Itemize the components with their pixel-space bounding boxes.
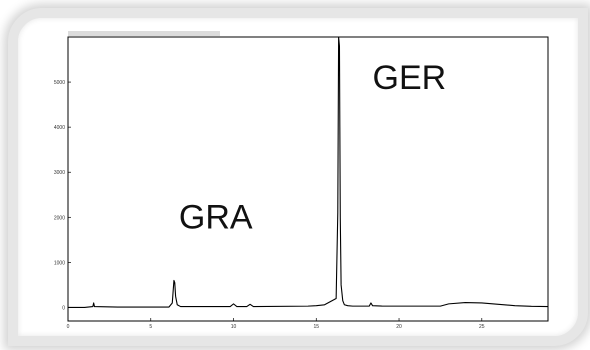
y-tick-label: 2000 xyxy=(54,215,65,221)
x-tick-label: 15 xyxy=(313,324,319,330)
series-line-0 xyxy=(68,36,549,309)
peak-annotation-ger: GER xyxy=(373,59,447,97)
x-tick-label: 5 xyxy=(149,324,152,330)
x-tick-label: 25 xyxy=(479,324,485,330)
x-tick-label: 0 xyxy=(67,324,70,330)
peak-annotation-gra: GRA xyxy=(179,199,253,237)
x-tick-label: 20 xyxy=(396,324,402,330)
plot-area xyxy=(67,36,549,322)
x-tick-label: 10 xyxy=(231,324,237,330)
y-tick-label: 1000 xyxy=(54,260,65,266)
y-tick-label: 3000 xyxy=(54,170,65,176)
annotations-group: GRA GER xyxy=(179,59,446,237)
y-tick-label: 0 xyxy=(62,305,65,311)
series-group xyxy=(68,36,549,309)
header-strip xyxy=(68,31,220,36)
x-axis: 0 5 10 15 20 25 xyxy=(67,318,485,330)
y-tick-label: 5000 xyxy=(54,80,65,86)
y-tick-label: 4000 xyxy=(54,125,65,131)
